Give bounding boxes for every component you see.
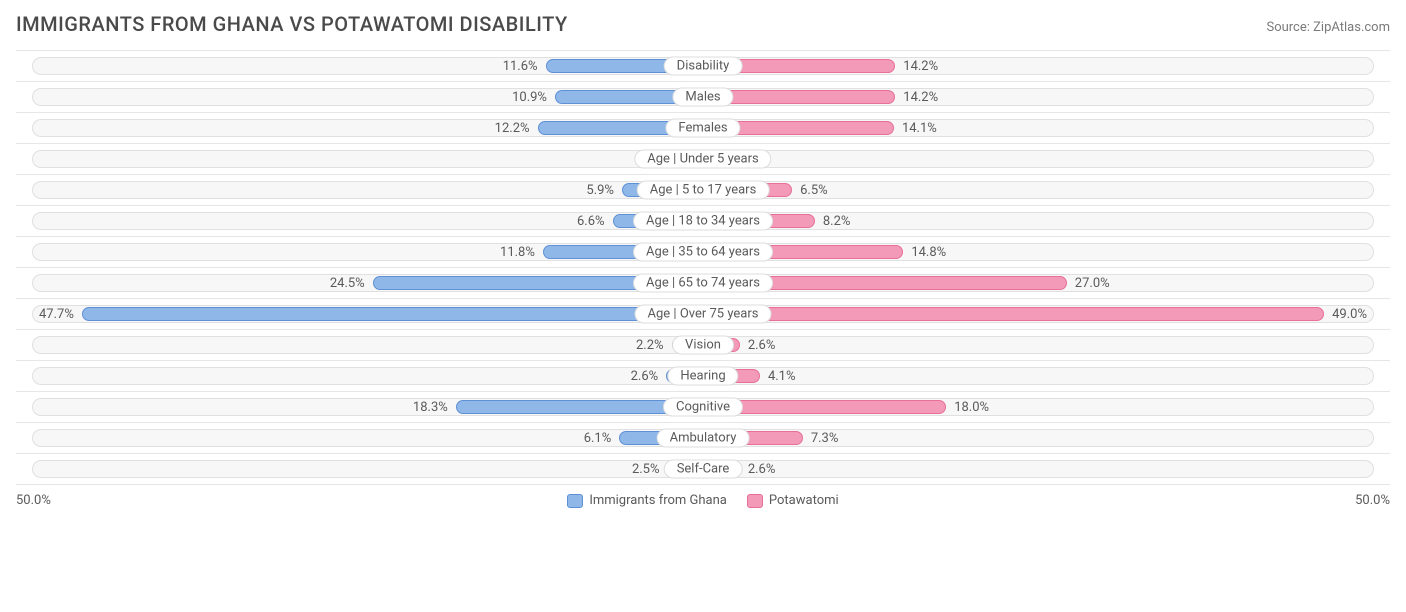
row-track: 18.3% 18.0% Cognitive [32, 398, 1374, 416]
value-label-left: 6.6% [571, 214, 611, 229]
category-label: Age | 18 to 34 years [633, 212, 773, 231]
value-label-right: 49.0% [1326, 307, 1373, 322]
row-track: 6.1% 7.3% Ambulatory [32, 429, 1374, 447]
bar-right [705, 90, 895, 104]
value-label-right: 2.6% [742, 462, 782, 477]
value-label-right: 14.2% [897, 90, 944, 105]
page-title: IMMIGRANTS FROM GHANA VS POTAWATOMI DISA… [16, 12, 568, 36]
value-label-right: 7.3% [805, 431, 845, 446]
chart-row: 18.3% 18.0% Cognitive [16, 392, 1390, 423]
row-track: 12.2% 14.1% Females [32, 119, 1374, 137]
legend-item-left: Immigrants from Ghana [567, 493, 727, 508]
header: IMMIGRANTS FROM GHANA VS POTAWATOMI DISA… [16, 12, 1390, 36]
value-label-right: 2.6% [742, 338, 782, 353]
value-label-right: 27.0% [1069, 276, 1116, 291]
category-label: Age | Over 75 years [635, 305, 772, 324]
row-track: 5.9% 6.5% Age | 5 to 17 years [32, 181, 1374, 199]
legend-label-right: Potawatomi [769, 493, 839, 508]
row-track: 2.5% 2.6%Self-Care [32, 460, 1374, 478]
value-label-left: 5.9% [580, 183, 620, 198]
value-label-right: 8.2% [817, 214, 857, 229]
row-track: 2.6% 4.1% Hearing [32, 367, 1374, 385]
chart-row: 6.1% 7.3% Ambulatory [16, 423, 1390, 454]
value-label-left: 2.6% [625, 369, 665, 384]
chart-row: 5.9% 6.5% Age | 5 to 17 years [16, 175, 1390, 206]
value-label-left: 24.5% [324, 276, 371, 291]
value-label-left: 2.5% [626, 462, 666, 477]
chart-row: 11.8% 14.8% Age | 35 to 64 years [16, 237, 1390, 268]
legend-swatch-right [747, 494, 763, 508]
legend-swatch-left [567, 494, 583, 508]
chart-row: 24.5% 27.0% Age | 65 to 74 years [16, 268, 1390, 299]
category-label: Age | 65 to 74 years [633, 274, 773, 293]
row-track: 10.9% 14.2% Males [32, 88, 1374, 106]
chart-footer: 50.0% Immigrants from Ghana Potawatomi 5… [16, 493, 1390, 508]
bar-right [705, 307, 1324, 321]
row-track: 1.2%1.4%Age | Under 5 years [32, 150, 1374, 168]
value-label-left: 47.7% [33, 307, 80, 322]
value-label-left: 18.3% [407, 400, 454, 415]
row-track: 2.2% 2.6% Vision [32, 336, 1374, 354]
chart-row: 2.2% 2.6% Vision [16, 330, 1390, 361]
value-label-left: 2.2% [630, 338, 670, 353]
row-track: 24.5% 27.0% Age | 65 to 74 years [32, 274, 1374, 292]
value-label-left: 11.6% [497, 59, 544, 74]
row-track: 11.8% 14.8% Age | 35 to 64 years [32, 243, 1374, 261]
value-label-right: 6.5% [794, 183, 834, 198]
value-label-left: 6.1% [578, 431, 618, 446]
value-label-left: 12.2% [489, 121, 536, 136]
category-label: Cognitive [663, 398, 743, 417]
value-label-right: 14.2% [897, 59, 944, 74]
chart-row: 6.6% 8.2% Age | 18 to 34 years [16, 206, 1390, 237]
chart-row: 1.2%1.4%Age | Under 5 years [16, 144, 1390, 175]
row-track: 11.6% 14.2% Disability [32, 57, 1374, 75]
legend: Immigrants from Ghana Potawatomi [76, 493, 1330, 508]
chart-row: 2.5% 2.6%Self-Care [16, 454, 1390, 485]
category-label: Hearing [667, 367, 738, 386]
legend-item-right: Potawatomi [747, 493, 839, 508]
chart-row: 2.6% 4.1% Hearing [16, 361, 1390, 392]
chart-row: 11.6% 14.2% Disability [16, 51, 1390, 82]
source-label: Source: ZipAtlas.com [1266, 20, 1390, 35]
row-track: 47.7% 49.0% Age | Over 75 years [32, 305, 1374, 323]
value-label-left: 11.8% [494, 245, 541, 260]
axis-max-left: 50.0% [16, 493, 76, 508]
bar-left [82, 307, 701, 321]
value-label-right: 14.1% [896, 121, 943, 136]
value-label-right: 4.1% [762, 369, 802, 384]
value-label-left: 10.9% [506, 90, 553, 105]
category-label: Age | 35 to 64 years [633, 243, 773, 262]
axis-max-right: 50.0% [1330, 493, 1390, 508]
category-label: Disability [664, 57, 743, 76]
chart-row: 47.7% 49.0% Age | Over 75 years [16, 299, 1390, 330]
category-label: Males [672, 88, 733, 107]
chart-row: 12.2% 14.1% Females [16, 113, 1390, 144]
category-label: Ambulatory [657, 429, 750, 448]
category-label: Age | 5 to 17 years [637, 181, 770, 200]
category-label: Vision [672, 336, 734, 355]
legend-label-left: Immigrants from Ghana [589, 493, 727, 508]
row-track: 6.6% 8.2% Age | 18 to 34 years [32, 212, 1374, 230]
value-label-right: 14.8% [905, 245, 952, 260]
category-label: Females [665, 119, 740, 138]
category-label: Self-Care [664, 460, 743, 479]
category-label: Age | Under 5 years [634, 150, 771, 169]
diverging-bar-chart: 11.6% 14.2% Disability 10.9% 14.2% Males 12.2%… [16, 50, 1390, 485]
chart-row: 10.9% 14.2% Males [16, 82, 1390, 113]
value-label-right: 18.0% [948, 400, 995, 415]
